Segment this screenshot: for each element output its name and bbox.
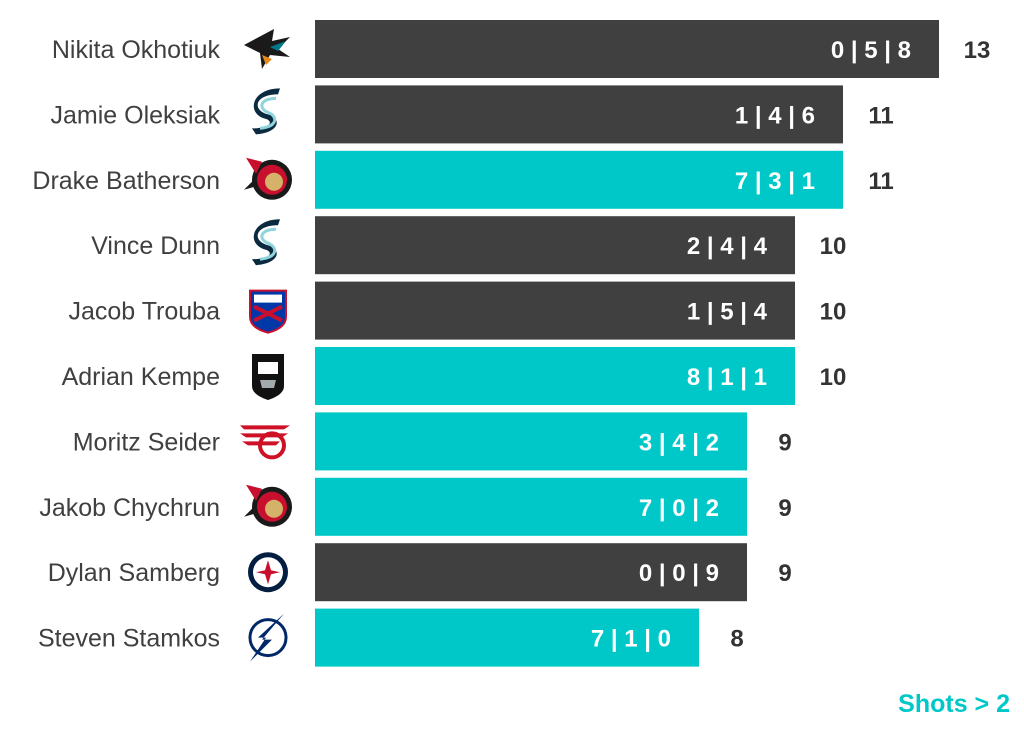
bar-total-label: 10: [820, 364, 847, 391]
player-name: Drake Batherson: [32, 167, 220, 195]
bar: [315, 150, 843, 209]
bar-row: Drake Batherson 7 | 3 | 1 11: [32, 150, 894, 209]
bar-total-label: 9: [778, 495, 791, 522]
bar-breakdown-label: 1 | 5 | 4: [687, 299, 768, 326]
bar: [315, 608, 699, 667]
kraken-logo-icon: [252, 219, 280, 266]
bar-breakdown-label: 7 | 3 | 1: [735, 168, 815, 195]
kraken-logo-icon: [252, 88, 280, 135]
bar-total-label: 11: [868, 168, 893, 195]
player-name: Jamie Oleksiak: [51, 101, 221, 129]
bar-row: Dylan Samberg 0 | 0 | 9 9: [48, 543, 792, 602]
bar-row: Nikita Okhotiuk 0 | 5 | 8 13: [52, 20, 990, 78]
bar-row: Steven Stamkos 7 | 1 | 0 8: [38, 608, 744, 667]
bar-total-label: 10: [820, 233, 847, 260]
player-name: Jacob Trouba: [69, 298, 221, 326]
player-name: Steven Stamkos: [38, 625, 220, 653]
bar-total-label: 10: [820, 299, 847, 326]
bar: [315, 412, 747, 471]
bar-row: Moritz Seider 3 | 4 | 2 9: [73, 412, 792, 471]
bar: [315, 543, 747, 602]
bar-breakdown-label: 2 | 4 | 4: [687, 233, 768, 260]
player-name: Moritz Seider: [73, 428, 220, 456]
player-name: Adrian Kempe: [62, 363, 220, 391]
bar-breakdown-label: 8 | 1 | 1: [687, 364, 767, 391]
bar-row: Adrian Kempe 8 | 1 | 1 10: [62, 347, 847, 405]
bar-breakdown-label: 1 | 4 | 6: [735, 102, 815, 129]
bar: [315, 347, 795, 405]
player-name: Jakob Chychrun: [39, 494, 220, 522]
bar: [315, 20, 939, 78]
bar-total-label: 13: [964, 37, 991, 64]
player-name: Vince Dunn: [91, 232, 220, 260]
bar: [315, 477, 747, 536]
bar-breakdown-label: 0 | 0 | 9: [639, 560, 719, 587]
senators-logo-icon: [244, 484, 292, 527]
lightning-logo-icon: [248, 613, 288, 662]
bar-total-label: 11: [868, 102, 893, 129]
player-name: Nikita Okhotiuk: [52, 36, 221, 64]
bar-breakdown-label: 7 | 0 | 2: [639, 495, 719, 522]
red-wings-logo-icon: [240, 425, 290, 460]
bar-total-label: 8: [730, 626, 743, 653]
bar-total-label: 9: [778, 560, 791, 587]
kings-logo-icon: [252, 354, 284, 400]
senators-logo-icon: [244, 157, 292, 200]
bar-breakdown-label: 3 | 4 | 2: [639, 429, 719, 456]
bar-row: Jakob Chychrun 7 | 0 | 2 9: [39, 477, 792, 536]
bar: [315, 216, 795, 275]
jets-logo-icon: [248, 552, 288, 593]
bar-row: Jamie Oleksiak 1 | 4 | 6 11: [51, 85, 894, 144]
bar-total-label: 9: [778, 429, 791, 456]
rangers-logo-icon: [249, 289, 287, 334]
bar-row: Vince Dunn 2 | 4 | 4 10: [91, 216, 847, 275]
sharks-logo-icon: [244, 29, 290, 69]
legend-label: Shots > 2: [898, 690, 1010, 718]
bar: [315, 281, 795, 340]
bar: [315, 85, 843, 144]
player-name: Dylan Samberg: [48, 559, 220, 587]
bar-breakdown-label: 0 | 5 | 8: [831, 37, 911, 64]
bar-breakdown-label: 7 | 1 | 0: [591, 626, 671, 653]
bar-row: Jacob Trouba 1 | 5 | 4 10: [69, 281, 847, 340]
